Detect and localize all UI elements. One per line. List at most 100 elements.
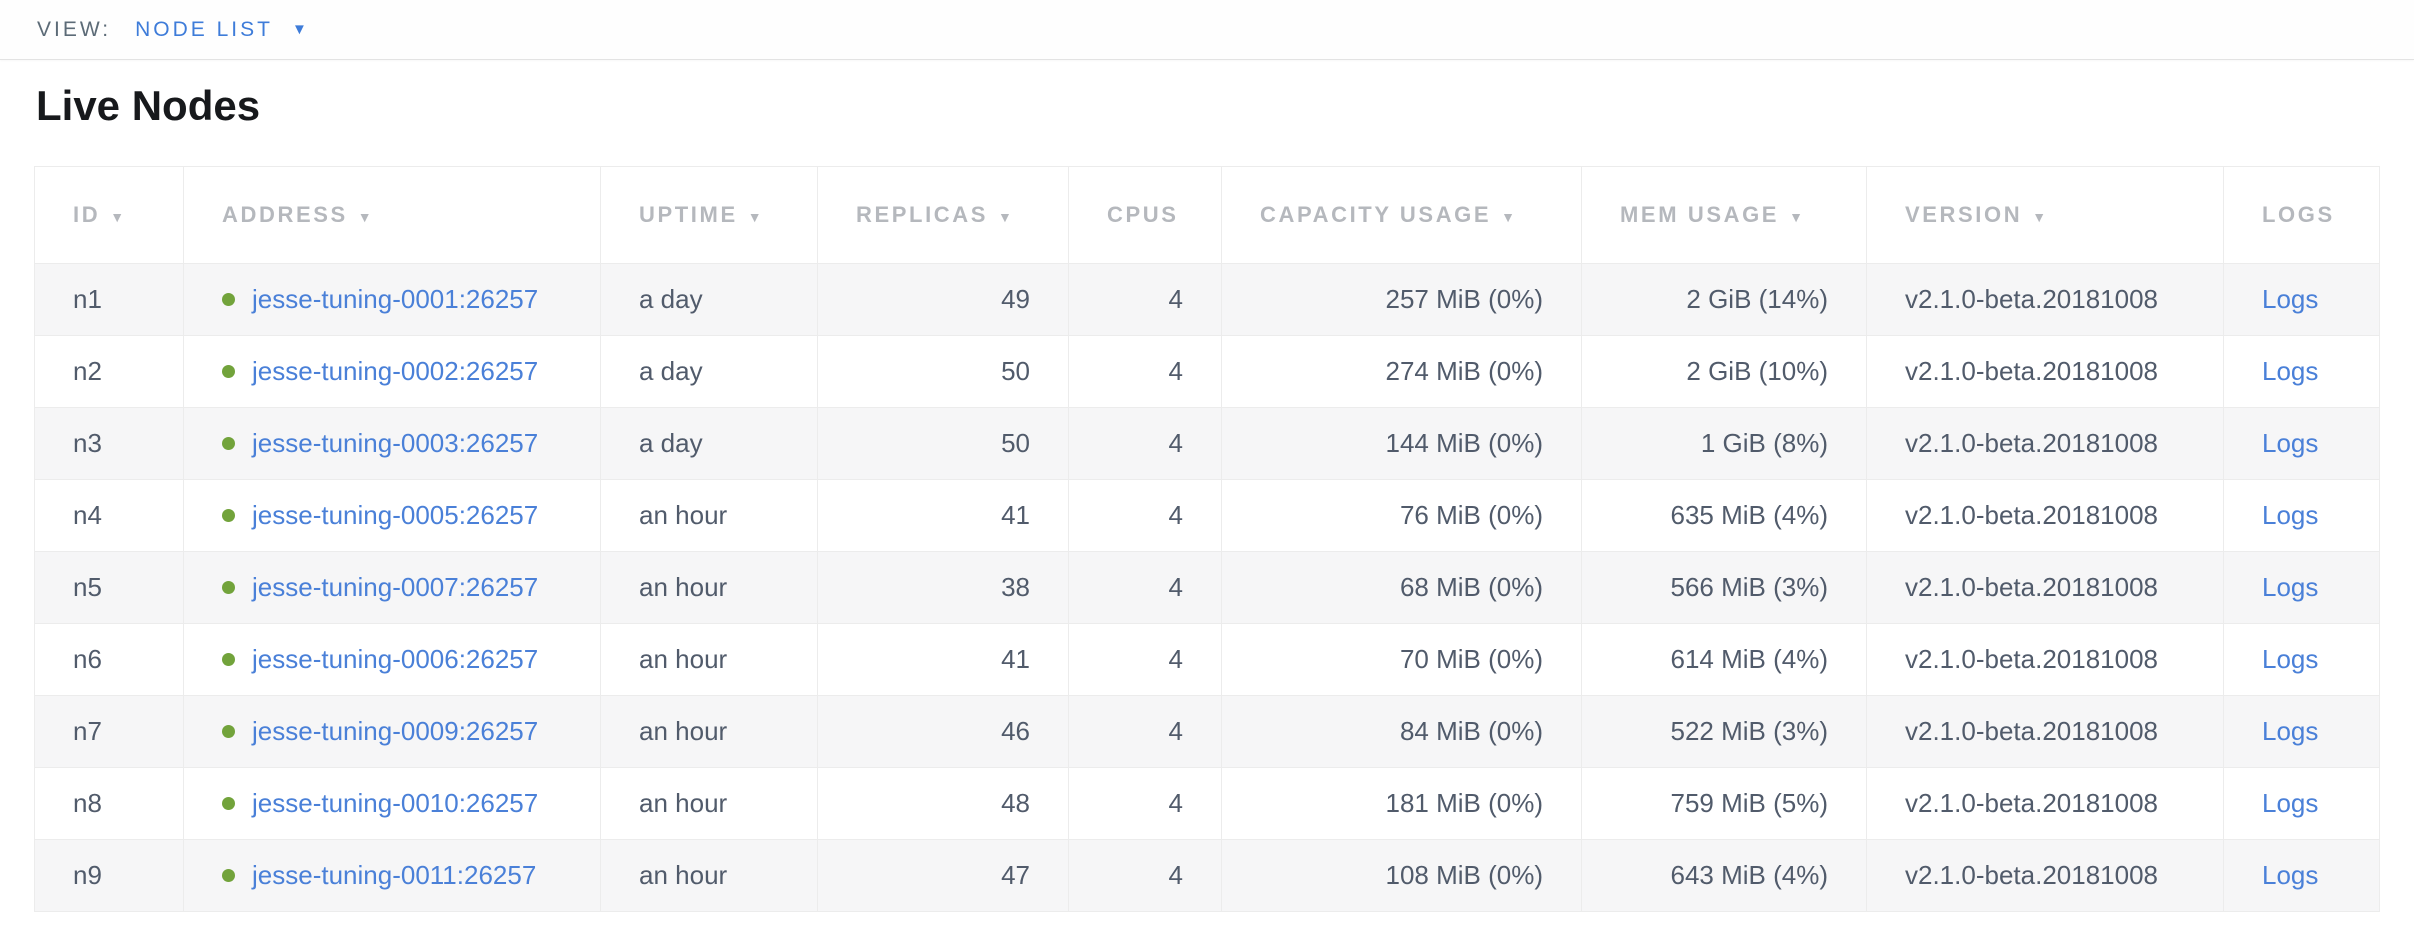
cell-address: jesse-tuning-0009:26257 <box>184 696 601 768</box>
node-healthy-dot-icon <box>222 365 235 378</box>
column-label: ADDRESS <box>222 202 348 227</box>
node-address-link[interactable]: jesse-tuning-0010:26257 <box>252 788 538 818</box>
cell-mem: 635 MiB (4%) <box>1582 480 1867 552</box>
cell-uptime: an hour <box>601 768 818 840</box>
sort-desc-icon: ▼ <box>1501 209 1515 225</box>
cell-address: jesse-tuning-0005:26257 <box>184 480 601 552</box>
column-header-uptime[interactable]: UPTIME▼ <box>601 167 818 264</box>
column-header-logs: LOGS <box>2224 167 2380 264</box>
node-logs-link[interactable]: Logs <box>2262 284 2318 314</box>
cell-address: jesse-tuning-0003:26257 <box>184 408 601 480</box>
node-address-link[interactable]: jesse-tuning-0003:26257 <box>252 428 538 458</box>
sort-desc-icon: ▼ <box>1789 209 1803 225</box>
node-logs-link[interactable]: Logs <box>2262 716 2318 746</box>
cell-id: n9 <box>35 840 184 912</box>
cell-capacity: 181 MiB (0%) <box>1222 768 1582 840</box>
cell-id: n4 <box>35 480 184 552</box>
column-label: REPLICAS <box>856 202 988 227</box>
column-label: UPTIME <box>639 202 738 227</box>
view-bar: VIEW: NODE LIST ▼ <box>0 0 2414 60</box>
cell-uptime: a day <box>601 264 818 336</box>
node-healthy-dot-icon <box>222 653 235 666</box>
column-header-address[interactable]: ADDRESS ▼ <box>184 167 601 264</box>
cell-id: n7 <box>35 696 184 768</box>
sort-desc-icon: ▼ <box>998 209 1012 225</box>
column-header-replicas[interactable]: REPLICAS ▼ <box>818 167 1069 264</box>
cell-capacity: 257 MiB (0%) <box>1222 264 1582 336</box>
cell-uptime: an hour <box>601 624 818 696</box>
node-logs-link[interactable]: Logs <box>2262 572 2318 602</box>
cell-version: v2.1.0-beta.20181008 <box>1867 552 2224 624</box>
cell-cpus: 4 <box>1069 552 1222 624</box>
cell-cpus: 4 <box>1069 840 1222 912</box>
column-label: LOGS <box>2262 202 2335 227</box>
table-row: n6jesse-tuning-0006:26257an hour41470 Mi… <box>35 624 2380 696</box>
node-healthy-dot-icon <box>222 725 235 738</box>
node-logs-link[interactable]: Logs <box>2262 500 2318 530</box>
cell-replicas: 49 <box>818 264 1069 336</box>
cell-logs: Logs <box>2224 264 2380 336</box>
node-logs-link[interactable]: Logs <box>2262 788 2318 818</box>
node-address-link[interactable]: jesse-tuning-0005:26257 <box>252 500 538 530</box>
column-header-cpus: CPUS <box>1069 167 1222 264</box>
node-healthy-dot-icon <box>222 437 235 450</box>
column-header-capacity[interactable]: CAPACITY USAGE ▼ <box>1222 167 1582 264</box>
node-address-link[interactable]: jesse-tuning-0001:26257 <box>252 284 538 314</box>
sort-desc-icon: ▼ <box>2032 209 2046 225</box>
view-selector-dropdown[interactable]: NODE LIST ▼ <box>135 18 307 42</box>
cell-cpus: 4 <box>1069 696 1222 768</box>
table-row: n9jesse-tuning-0011:26257an hour474108 M… <box>35 840 2380 912</box>
cell-capacity: 108 MiB (0%) <box>1222 840 1582 912</box>
cell-cpus: 4 <box>1069 264 1222 336</box>
cell-mem: 2 GiB (10%) <box>1582 336 1867 408</box>
column-header-version[interactable]: VERSION ▼ <box>1867 167 2224 264</box>
cell-replicas: 50 <box>818 408 1069 480</box>
cell-logs: Logs <box>2224 696 2380 768</box>
cell-mem: 759 MiB (5%) <box>1582 768 1867 840</box>
cell-replicas: 41 <box>818 624 1069 696</box>
cell-id: n3 <box>35 408 184 480</box>
column-header-id[interactable]: ID▼ <box>35 167 184 264</box>
node-logs-link[interactable]: Logs <box>2262 644 2318 674</box>
sort-desc-icon: ▼ <box>358 209 372 225</box>
cell-id: n6 <box>35 624 184 696</box>
cell-replicas: 41 <box>818 480 1069 552</box>
cell-cpus: 4 <box>1069 408 1222 480</box>
column-header-mem[interactable]: MEM USAGE▼ <box>1582 167 1867 264</box>
cell-mem: 566 MiB (3%) <box>1582 552 1867 624</box>
node-address-link[interactable]: jesse-tuning-0011:26257 <box>252 860 536 890</box>
cell-address: jesse-tuning-0006:26257 <box>184 624 601 696</box>
cell-address: jesse-tuning-0007:26257 <box>184 552 601 624</box>
cell-replicas: 50 <box>818 336 1069 408</box>
view-selected-value: NODE LIST <box>135 18 273 42</box>
cell-cpus: 4 <box>1069 480 1222 552</box>
cell-logs: Logs <box>2224 624 2380 696</box>
cell-version: v2.1.0-beta.20181008 <box>1867 840 2224 912</box>
node-address-link[interactable]: jesse-tuning-0002:26257 <box>252 356 538 386</box>
cell-address: jesse-tuning-0002:26257 <box>184 336 601 408</box>
cell-replicas: 46 <box>818 696 1069 768</box>
header-row: ID▼ADDRESS▼UPTIME▼REPLICAS▼CPUSCAPACITY … <box>35 167 2380 264</box>
node-healthy-dot-icon <box>222 293 235 306</box>
node-address-link[interactable]: jesse-tuning-0009:26257 <box>252 716 538 746</box>
node-logs-link[interactable]: Logs <box>2262 356 2318 386</box>
cell-logs: Logs <box>2224 552 2380 624</box>
cell-id: n8 <box>35 768 184 840</box>
cell-replicas: 48 <box>818 768 1069 840</box>
cell-capacity: 70 MiB (0%) <box>1222 624 1582 696</box>
cell-mem: 643 MiB (4%) <box>1582 840 1867 912</box>
cell-uptime: an hour <box>601 480 818 552</box>
node-logs-link[interactable]: Logs <box>2262 860 2318 890</box>
table-row: n3jesse-tuning-0003:26257a day504144 MiB… <box>35 408 2380 480</box>
cell-uptime: an hour <box>601 696 818 768</box>
node-logs-link[interactable]: Logs <box>2262 428 2318 458</box>
cell-version: v2.1.0-beta.20181008 <box>1867 408 2224 480</box>
column-label: VERSION <box>1905 202 2022 227</box>
node-address-link[interactable]: jesse-tuning-0007:26257 <box>252 572 538 602</box>
cell-version: v2.1.0-beta.20181008 <box>1867 768 2224 840</box>
node-address-link[interactable]: jesse-tuning-0006:26257 <box>252 644 538 674</box>
table-row: n8jesse-tuning-0010:26257an hour484181 M… <box>35 768 2380 840</box>
cell-logs: Logs <box>2224 840 2380 912</box>
cell-capacity: 84 MiB (0%) <box>1222 696 1582 768</box>
column-label: CAPACITY USAGE <box>1260 202 1491 227</box>
